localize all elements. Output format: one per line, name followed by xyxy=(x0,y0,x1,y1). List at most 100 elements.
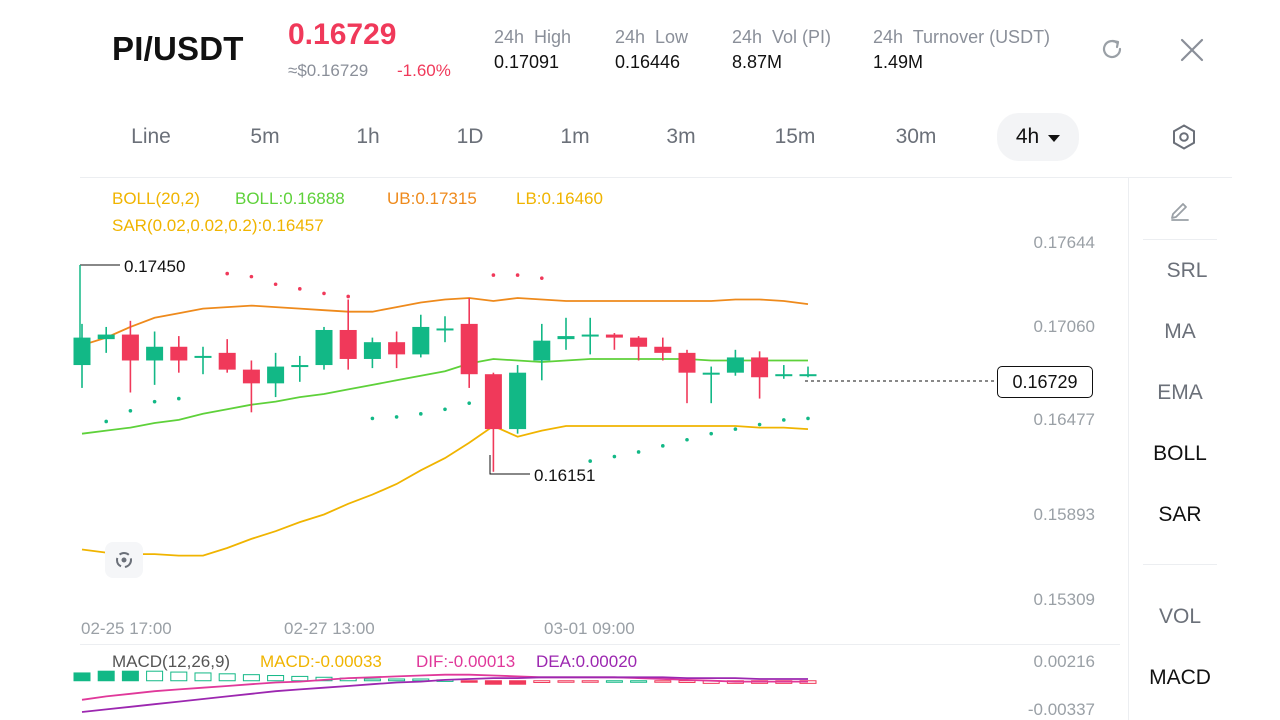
sar-dot xyxy=(443,407,447,412)
boll-mid-legend: BOLL:0.16888 xyxy=(235,189,345,208)
sar-dot xyxy=(540,276,544,280)
stat-volume-label: 24h Vol (PI) xyxy=(732,27,832,47)
candle-body xyxy=(799,374,817,377)
dif-legend: DIF:-0.00013 xyxy=(416,652,516,671)
boll-lower-line xyxy=(81,424,809,557)
side-item-boll[interactable]: BOLL xyxy=(1153,442,1207,465)
sar-dot xyxy=(757,422,762,427)
y-tick: 0.15309 xyxy=(1033,590,1095,609)
macd-histogram-bar xyxy=(291,675,309,682)
boll-upper-line xyxy=(81,297,809,347)
last-price: 0.16729 xyxy=(288,18,397,51)
boll-lower-legend: LB:0.16460 xyxy=(516,189,603,208)
sar-dot xyxy=(515,273,520,277)
macd-y-tick: 0.00216 xyxy=(1033,652,1095,671)
macd-histogram-bar xyxy=(170,671,188,682)
tab-30m[interactable]: 30m xyxy=(895,125,937,148)
sar-dot xyxy=(177,396,181,401)
side-separator xyxy=(1143,564,1217,565)
sar-dot xyxy=(273,282,278,287)
side-item-ma[interactable]: MA xyxy=(1164,320,1196,343)
sar-dot xyxy=(298,287,302,291)
tab-15m[interactable]: 15m xyxy=(774,125,816,148)
macd-histogram-bar xyxy=(509,680,527,685)
macd-histogram-bar xyxy=(557,680,575,683)
tab-1m[interactable]: 1m xyxy=(560,125,590,148)
side-item-macd[interactable]: MACD xyxy=(1149,666,1211,689)
candlestick-chart[interactable] xyxy=(0,0,1130,720)
current-price-tag: 0.16729 xyxy=(997,366,1093,398)
sar-dot xyxy=(685,437,689,442)
candle-body xyxy=(436,328,454,331)
sar-dot xyxy=(612,454,617,459)
stat-high-value: 0.17091 xyxy=(494,52,560,72)
high-marker-label: 0.17450 xyxy=(124,257,186,276)
candle-body xyxy=(484,374,502,430)
side-item-vol[interactable]: VOL xyxy=(1158,605,1202,628)
side-item-sar[interactable]: SAR xyxy=(1158,503,1202,526)
y-tick: 0.17644 xyxy=(1033,233,1095,252)
sar-dot xyxy=(661,444,665,448)
x-tick: 02-27 13:00 xyxy=(284,619,375,638)
macd-histogram-bar xyxy=(484,680,502,685)
macd-histogram-bar xyxy=(388,678,406,682)
stat-turnover-value: 1.49M xyxy=(873,52,924,72)
side-item-srl[interactable]: SRL xyxy=(1166,259,1208,282)
macd-histogram-bar xyxy=(654,680,672,683)
candle-body xyxy=(339,329,357,359)
macd-histogram-bar xyxy=(242,674,260,682)
sar-dot xyxy=(322,291,326,296)
sar-dot xyxy=(709,431,713,436)
macd-dea-line xyxy=(81,676,808,713)
x-tick: 03-01 09:00 xyxy=(544,619,635,638)
sar-dot xyxy=(588,459,592,463)
candle-body xyxy=(97,334,115,340)
macd-histogram-bar xyxy=(678,680,696,683)
candle-body xyxy=(581,334,599,337)
sar-dot xyxy=(370,416,375,421)
sar-dot xyxy=(346,294,351,299)
boll-upper-legend: UB:0.17315 xyxy=(387,189,477,208)
macd-params-legend: MACD(12,26,9) xyxy=(112,652,231,671)
macd-histogram-bar xyxy=(97,670,115,682)
edit-pencil-icon[interactable] xyxy=(1164,194,1196,224)
close-icon[interactable] xyxy=(1176,34,1208,66)
tab-line[interactable]: Line xyxy=(131,125,171,148)
refresh-icon[interactable] xyxy=(1096,33,1128,65)
y-tick: 0.15893 xyxy=(1033,505,1095,524)
tab-1h[interactable]: 1h xyxy=(356,125,380,148)
sar-dot xyxy=(806,416,810,421)
tab-3m[interactable]: 3m xyxy=(666,125,696,148)
settings-icon[interactable] xyxy=(1168,121,1200,153)
dea-legend: DEA:0.00020 xyxy=(536,652,638,671)
candle-body xyxy=(73,337,91,366)
tab-1d[interactable]: 1D xyxy=(456,125,484,148)
candle-body xyxy=(654,346,672,353)
tab-4h-dropdown[interactable]: 4h xyxy=(997,113,1079,161)
x-tick: 02-25 17:00 xyxy=(81,619,172,638)
sar-dot xyxy=(419,412,423,416)
candle-body xyxy=(170,346,188,361)
candle-body xyxy=(775,374,793,377)
macd-histogram-bar xyxy=(363,678,381,682)
sar-dot xyxy=(225,271,229,276)
side-separator xyxy=(1143,239,1217,240)
sar-dot xyxy=(467,401,472,405)
sar-dot xyxy=(104,419,108,424)
tab-5m[interactable]: 5m xyxy=(250,125,280,148)
macd-value-legend: MACD:-0.00033 xyxy=(260,652,382,671)
sar-dot xyxy=(491,273,496,277)
side-item-ema[interactable]: EMA xyxy=(1157,381,1203,404)
macd-divider xyxy=(80,644,1120,645)
pair-title: PI/USDT xyxy=(112,30,244,67)
candle-body xyxy=(605,334,623,338)
macd-histogram-bar xyxy=(533,680,551,683)
sar-dot xyxy=(782,418,786,422)
chart-reset-icon[interactable] xyxy=(105,542,143,578)
stat-volume-value: 8.87M xyxy=(732,52,783,72)
candle-body xyxy=(315,329,333,366)
price-change-percent: -1.60% xyxy=(397,61,451,80)
candle-body xyxy=(242,369,260,384)
macd-histogram-bar xyxy=(581,680,599,683)
candle-body xyxy=(509,372,527,430)
